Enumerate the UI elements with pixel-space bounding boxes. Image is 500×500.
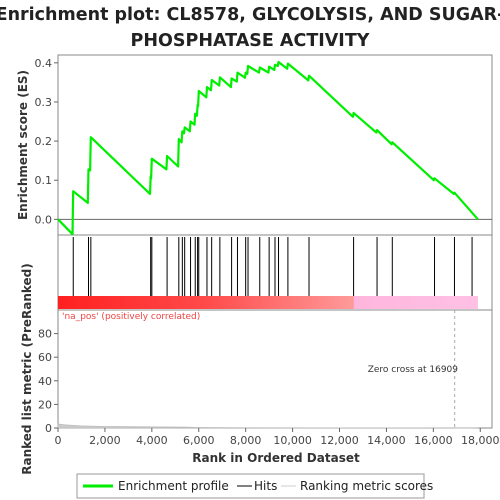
- chart-title-line-1: Enrichment plot: CL8578, GLYCOLYSIS, AND…: [0, 5, 500, 25]
- rank-color-band: [58, 296, 478, 309]
- es-y-tick-label: 0.0: [35, 213, 53, 226]
- chart-title-line-2: PHOSPHATASE ACTIVITY: [131, 31, 370, 51]
- rank-color-band-fill: [58, 296, 478, 309]
- x-tick-label: 14,000: [367, 434, 406, 447]
- metric-y-tick-label: 80: [38, 328, 52, 341]
- x-axis-label: Rank in Ordered Dataset: [192, 451, 360, 465]
- legend-hits-label: Hits: [254, 479, 277, 493]
- x-tick-label: 16,000: [414, 434, 453, 447]
- enrichment-profile-line: [57, 60, 479, 236]
- x-tick-label: 8,000: [230, 434, 262, 447]
- es-y-tick-label: 0.4: [35, 57, 53, 70]
- es-y-axis-label: Enrichment score (ES): [16, 70, 30, 220]
- legend-metric-label: Ranking metric scores: [300, 479, 433, 493]
- x-tick-label: 18,000: [461, 434, 500, 447]
- ranking-metric-fill: [57, 423, 479, 429]
- x-tick-label: 12,000: [320, 434, 359, 447]
- metric-y-tick-label: 0: [45, 422, 52, 435]
- x-tick-label: 0: [55, 434, 62, 447]
- zero-cross-label: Zero cross at 16909: [368, 365, 459, 375]
- metric-y-axis-label: Ranked list metric (PreRanked): [20, 263, 34, 475]
- legend-profile-label: Enrichment profile: [118, 479, 229, 493]
- metric-y-tick-label: 40: [38, 375, 52, 388]
- metric-y-ticks: 0 20 40 60 80: [38, 328, 58, 435]
- x-axis-ticks: 0 2,000 4,000 6,000 8,000 10,000 12,000 14,000 1…: [55, 428, 500, 447]
- metric-y-tick-label: 60: [38, 351, 52, 364]
- x-tick-label: 6,000: [183, 434, 215, 447]
- x-tick-label: 2,000: [89, 434, 121, 447]
- x-tick-label: 10,000: [273, 434, 312, 447]
- metric-y-tick-label: 20: [38, 398, 52, 411]
- legend: Enrichment profile Hits Ranking metric s…: [76, 473, 433, 499]
- es-y-tick-label: 0.3: [35, 96, 53, 109]
- es-y-tick-label: 0.2: [35, 135, 53, 148]
- ranking-metric-area: [57, 310, 479, 429]
- x-tick-label: 4,000: [136, 434, 168, 447]
- positive-correlation-label: 'na_pos' (positively correlated): [62, 312, 200, 322]
- es-y-ticks: 0.0 0.1 0.2 0.3 0.4: [35, 57, 58, 226]
- hit-markers: [72, 237, 473, 296]
- enrichment-profile-group: [57, 60, 479, 236]
- es-y-tick-label: 0.1: [35, 174, 53, 187]
